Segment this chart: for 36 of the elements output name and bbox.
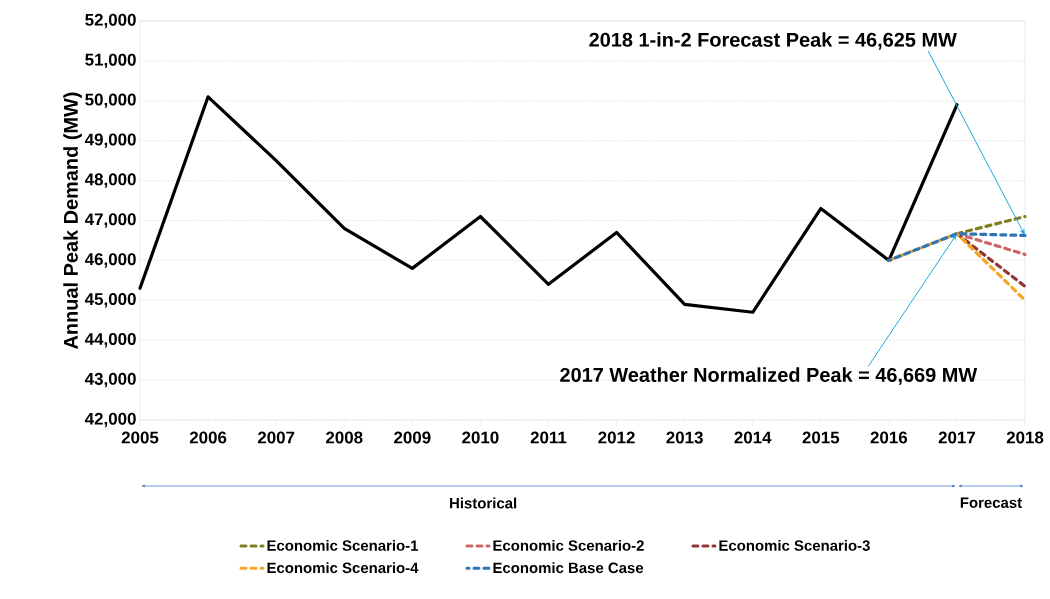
- y-axis-title: Annual Peak Demand (MW): [63, 92, 82, 349]
- x-tick-label: 2006: [189, 431, 227, 444]
- y-tick-label: 42,000: [84, 412, 136, 428]
- y-tick-label: 45,000: [84, 293, 136, 308]
- x-tick-label: 2018: [1006, 431, 1044, 444]
- legend-label: Economic Scenario-3: [719, 539, 870, 551]
- x-tick-label: 2012: [598, 431, 635, 444]
- y-tick-label: 47,000: [84, 213, 136, 228]
- x-tick-label: 2014: [734, 431, 772, 444]
- y-tick-label: 49,000: [84, 133, 136, 148]
- y-tick-label: 52,000: [85, 13, 136, 29]
- y-tick-label: 48,000: [84, 173, 136, 188]
- x-tick-label: 2016: [870, 431, 908, 444]
- legend-label: Economic Scenario-4: [267, 562, 419, 574]
- legend-label: Economic Scenario-1: [267, 539, 419, 551]
- x-tick-label: 2008: [325, 431, 363, 444]
- legend-label: Economic Base Case: [493, 562, 644, 574]
- y-tick-label: 51,000: [85, 53, 136, 69]
- y-tick-label: 43,000: [84, 372, 136, 388]
- annotation: 2018 1-in-2 Forecast Peak = 46,625 MW: [589, 32, 957, 50]
- x-tick-label: 2009: [394, 431, 431, 444]
- x-tick-label: 2017: [938, 431, 976, 444]
- line-series: [138, 95, 959, 314]
- y-tick-label: 50,000: [85, 93, 136, 109]
- x-tick-label: 2010: [462, 431, 499, 444]
- y-tick-label: 44,000: [84, 332, 136, 348]
- x-tick-label: 2013: [666, 431, 703, 444]
- x-tick-label: 2015: [802, 431, 840, 444]
- x-tick-label: 2007: [257, 431, 295, 444]
- legend-label: Economic Scenario-2: [493, 539, 644, 551]
- x-tick-label: 2005: [121, 431, 159, 444]
- y-tick-label: 46,000: [84, 253, 136, 268]
- text: Historical: [450, 497, 517, 509]
- text: Forecast: [960, 497, 1022, 508]
- annotation: 2017 Weather Normalized Peak = 46,669 MW: [560, 367, 978, 385]
- x-tick-label: 2011: [530, 431, 567, 444]
